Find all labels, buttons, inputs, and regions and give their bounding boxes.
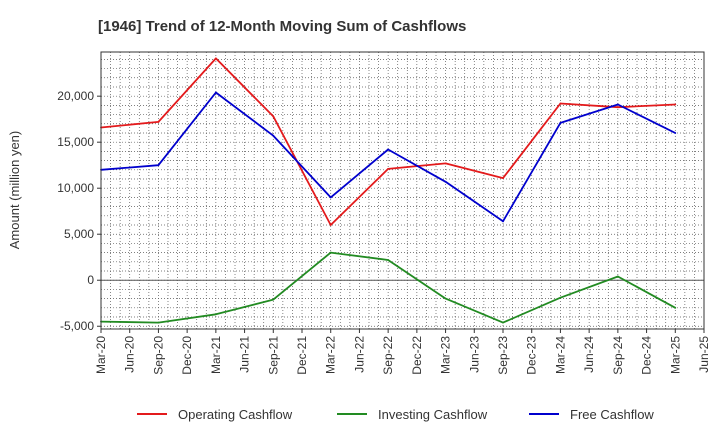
x-tick-label: Mar-21: [209, 336, 223, 374]
series-operating-cashflow-point: [214, 57, 217, 60]
x-tick-label: Mar-22: [324, 336, 338, 374]
y-tick-label: 10,000: [57, 181, 94, 195]
series-investing-cashflow-point: [387, 259, 390, 261]
series-free-cashflow-line: [100, 91, 676, 223]
series-operating-cashflow-point: [559, 102, 562, 105]
plot-frame: [100, 51, 705, 330]
series-free-cashflow-point: [214, 91, 217, 94]
y-tick-label: 15,000: [57, 135, 94, 149]
series-free-cashflow-point: [444, 180, 447, 183]
x-tick-label: Dec-20: [180, 336, 194, 375]
legend-investing-cashflow-label: Investing Cashflow: [378, 407, 488, 422]
x-tick-label: Jun-23: [467, 336, 481, 373]
x-tick-label: Dec-21: [295, 336, 309, 375]
x-tick-label: Jun-25: [697, 336, 711, 373]
y-tick-label: 20,000: [57, 89, 94, 103]
series-operating-cashflow-point: [387, 167, 390, 170]
legend-free-cashflow-label: Free Cashflow: [570, 407, 654, 422]
y-tick-label: 0: [87, 273, 94, 287]
x-tick-label: Mar-23: [439, 336, 453, 374]
x-tick-label: Jun-21: [238, 336, 252, 373]
series-operating-cashflow-point: [157, 121, 160, 123]
series-free-cashflow-point: [502, 220, 504, 223]
chart-title: [1946] Trend of 12-Month Moving Sum of C…: [98, 18, 466, 35]
series-operating-cashflow-line: [100, 57, 676, 226]
series-investing-cashflow-line: [100, 251, 676, 324]
series-investing-cashflow-point: [214, 313, 217, 316]
series-investing-cashflow-point: [559, 296, 562, 299]
series-investing-cashflow-point: [444, 297, 447, 300]
x-tick-label: Dec-22: [410, 336, 424, 375]
series-operating-cashflow-point: [674, 103, 677, 106]
series-free-cashflow-point: [272, 134, 275, 137]
series-free-cashflow-point: [329, 196, 332, 199]
series-operating-cashflow-point: [272, 115, 275, 118]
series-investing-cashflow-point: [272, 298, 275, 301]
x-tick-label: Jun-22: [352, 336, 366, 373]
x-tick-label: Mar-20: [94, 336, 108, 374]
series-investing-cashflow-point: [329, 251, 332, 254]
x-axis: Mar-20 Jun-20 Sep-20 Dec-20 Mar-21 Jun-21 Sep-…: [94, 329, 711, 375]
grid: [100, 52, 704, 329]
series-layer: [100, 57, 677, 324]
series-operating-cashflow-point: [329, 224, 332, 226]
y-tick-label: -5,000: [60, 319, 94, 333]
series-operating-cashflow-point: [616, 106, 619, 109]
series-free-cashflow-point: [157, 164, 160, 167]
x-tick-label: Sep-21: [266, 336, 280, 375]
y-tick-label: 5,000: [64, 227, 94, 241]
y-axis-label: Amount (million yen): [7, 131, 22, 250]
x-tick-label: Sep-20: [151, 336, 165, 375]
series-investing-cashflow-point: [674, 306, 677, 309]
series-investing-cashflow-point: [157, 321, 160, 324]
x-tick-label: Jun-24: [582, 336, 596, 373]
series-investing-cashflow-point: [616, 275, 619, 278]
x-tick-label: Sep-22: [381, 336, 395, 375]
series-investing-cashflow-point: [502, 321, 504, 324]
x-tick-label: Dec-24: [640, 336, 654, 375]
x-tick-label: Sep-24: [611, 336, 625, 375]
series-free-cashflow-point: [387, 148, 390, 151]
x-tick-label: Mar-24: [553, 336, 567, 374]
series-free-cashflow-point: [616, 103, 619, 106]
x-tick-label: Dec-23: [525, 336, 539, 375]
series-operating-cashflow-point: [502, 177, 504, 179]
x-tick-label: Mar-25: [668, 336, 682, 374]
legend-operating-cashflow-label: Operating Cashflow: [178, 407, 293, 422]
series-free-cashflow-point: [674, 132, 677, 134]
x-tick-label: Jun-20: [123, 336, 137, 373]
series-free-cashflow-point: [559, 121, 562, 124]
y-axis: -5,000 0 5,000 10,000 15,000 20,000: [57, 89, 101, 333]
legend: Operating Cashflow Investing Cashflow Free…: [137, 407, 654, 422]
series-operating-cashflow-point: [444, 162, 447, 165]
x-tick-label: Sep-23: [496, 336, 510, 375]
